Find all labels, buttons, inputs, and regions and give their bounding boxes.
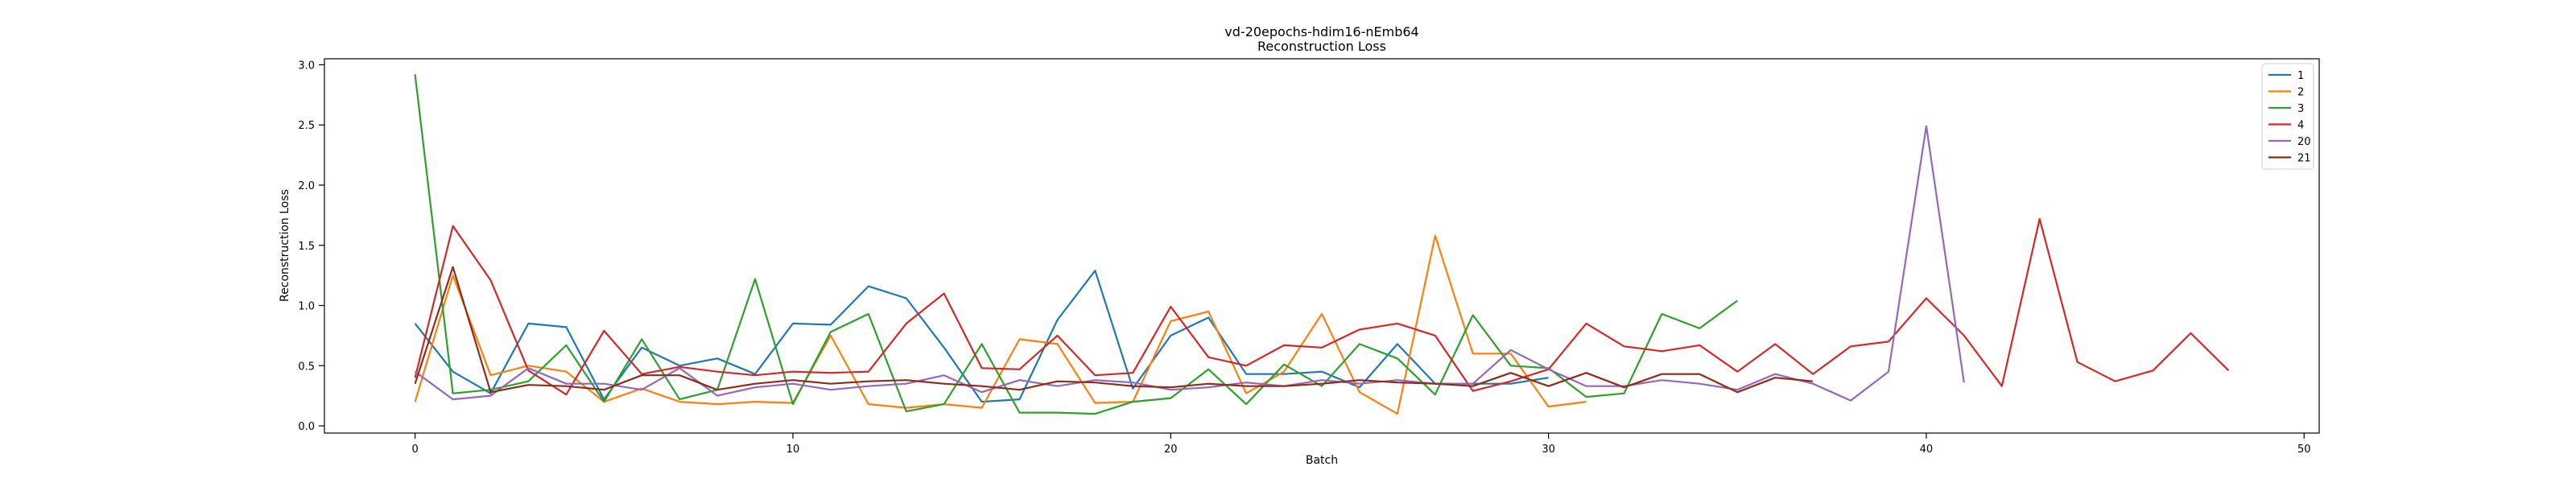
legend-label: 21 — [2297, 153, 2311, 165]
series-lines — [414, 74, 2230, 415]
x-tick-label: 20 — [1164, 444, 1178, 456]
y-tick-label: 3.0 — [298, 60, 315, 72]
legend-label: 20 — [2297, 136, 2311, 148]
series-line-21 — [414, 266, 1814, 394]
chart-subtitle: Reconstruction Loss — [1257, 39, 1386, 54]
x-tick-label: 40 — [1920, 444, 1934, 456]
y-tick-label: 2.0 — [298, 180, 315, 192]
x-tick-label: 30 — [1542, 444, 1555, 456]
series-line-20 — [414, 125, 1965, 402]
legend-frame — [2261, 63, 2314, 170]
series-line-1 — [414, 270, 1549, 403]
series-line-3 — [414, 74, 1738, 415]
y-tick-label: 2.5 — [298, 120, 315, 132]
chart-title: vd-20epochs-hdim16-nEmb64 — [1224, 24, 1418, 39]
y-tick-label: 0.0 — [298, 421, 315, 433]
x-tick-label: 50 — [2297, 444, 2311, 456]
y-tick-label: 0.5 — [298, 361, 315, 373]
series-line-2 — [414, 234, 1587, 415]
x-axis: 0 10 20 30 40 50 — [411, 433, 2311, 456]
legend: 1 2 3 4 20 21 — [2261, 63, 2314, 170]
legend-label: 4 — [2297, 120, 2304, 132]
legend-label: 3 — [2297, 103, 2304, 115]
y-axis: 0.0 0.5 1.0 1.5 2.0 2.5 3.0 — [298, 60, 324, 433]
plot-area-frame — [324, 58, 2320, 434]
y-axis-label: Reconstruction Loss — [279, 189, 291, 302]
y-tick-label: 1.0 — [298, 301, 315, 313]
x-tick-label: 0 — [411, 444, 418, 456]
legend-label: 2 — [2297, 87, 2304, 99]
legend-label: 1 — [2297, 70, 2304, 82]
series-line-4 — [414, 217, 2230, 396]
x-axis-label: Batch — [1306, 454, 1338, 467]
y-tick-label: 1.5 — [298, 241, 315, 253]
x-tick-label: 10 — [786, 444, 800, 456]
